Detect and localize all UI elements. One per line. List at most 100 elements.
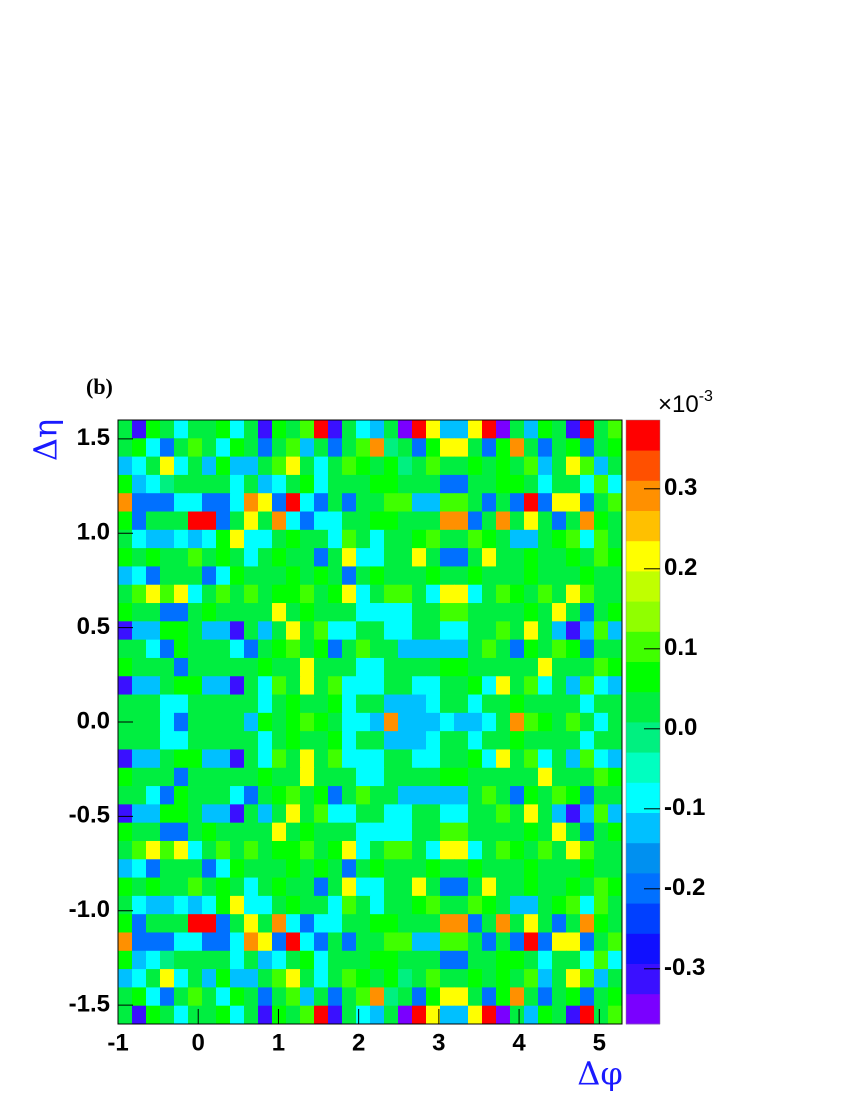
- heatmap-cell: [482, 456, 497, 476]
- heatmap-cell: [146, 657, 161, 677]
- heatmap-cell: [468, 603, 483, 622]
- heatmap-cell: [230, 529, 245, 549]
- heatmap-cell: [118, 420, 133, 439]
- color-level: [626, 540, 660, 572]
- heatmap-cell: [538, 914, 553, 933]
- heatmap-cell: [454, 840, 469, 860]
- heatmap-cell: [552, 657, 567, 677]
- heatmap-cell: [608, 1005, 623, 1025]
- heatmap-cell: [510, 474, 525, 494]
- heatmap-cell: [370, 456, 385, 476]
- heatmap-cell: [188, 987, 203, 1007]
- heatmap-cell: [286, 676, 301, 695]
- heatmap-cell: [468, 639, 483, 659]
- heatmap-cell: [314, 511, 329, 531]
- y-tick-label: -1.5: [69, 990, 110, 1017]
- heatmap-cell: [132, 420, 147, 439]
- heatmap-cell: [188, 566, 203, 586]
- heatmap-cell: [496, 420, 511, 439]
- heatmap-cell: [496, 731, 511, 750]
- heatmap-cell: [496, 676, 511, 695]
- heatmap-cell: [398, 712, 413, 732]
- heatmap-cell: [440, 566, 455, 586]
- heatmap-cell: [300, 969, 315, 988]
- heatmap-cell: [258, 731, 273, 750]
- heatmap-cell: [552, 676, 567, 695]
- heatmap-cell: [384, 731, 399, 750]
- heatmap-cell: [258, 969, 273, 988]
- heatmap-cell: [174, 731, 189, 750]
- heatmap-cell: [552, 786, 567, 805]
- heatmap-cell: [412, 877, 427, 897]
- heatmap-cell: [594, 932, 609, 952]
- heatmap-cell: [230, 914, 245, 933]
- heatmap-cell: [440, 969, 455, 988]
- heatmap-cell: [272, 932, 287, 952]
- heatmap-cell: [426, 420, 441, 439]
- heatmap-cell: [412, 493, 427, 512]
- heatmap-cell: [272, 493, 287, 512]
- heatmap-cell: [342, 840, 357, 860]
- heatmap-cell: [552, 749, 567, 769]
- heatmap-cell: [286, 840, 301, 860]
- heatmap-cell: [454, 950, 469, 970]
- heatmap-cell: [496, 712, 511, 732]
- heatmap-cell: [580, 1005, 595, 1025]
- heatmap-cell: [174, 950, 189, 970]
- heatmap-cell: [538, 493, 553, 512]
- heatmap-cell: [314, 749, 329, 769]
- heatmap-cell: [398, 932, 413, 952]
- heatmap-cell: [608, 840, 623, 860]
- heatmap-cell: [496, 749, 511, 769]
- heatmap-cell: [314, 566, 329, 586]
- heatmap-cell: [202, 804, 217, 824]
- heatmap-cell: [412, 420, 427, 439]
- heatmap-cell: [314, 786, 329, 805]
- heatmap-cell: [328, 822, 343, 842]
- heatmap-cell: [482, 804, 497, 824]
- heatmap-cell: [160, 712, 175, 732]
- heatmap-cell: [216, 657, 231, 677]
- heatmap-cell: [524, 731, 539, 750]
- heatmap-cell: [608, 767, 623, 787]
- heatmap-cell: [314, 657, 329, 677]
- heatmap-cell: [356, 786, 371, 805]
- heatmap-cell: [146, 438, 161, 458]
- heatmap-cell: [118, 694, 133, 714]
- heatmap-cell: [230, 987, 245, 1007]
- heatmap-cell: [538, 529, 553, 549]
- heatmap-cell: [426, 969, 441, 988]
- heatmap-cell: [328, 639, 343, 659]
- heatmap-cell: [524, 932, 539, 952]
- heatmap-cell: [244, 767, 259, 787]
- heatmap-cell: [258, 712, 273, 732]
- heatmap-cell: [342, 987, 357, 1007]
- heatmap-cell: [342, 822, 357, 842]
- heatmap-cell: [328, 566, 343, 586]
- heatmap-cell: [594, 950, 609, 970]
- heatmap-cell: [300, 859, 315, 878]
- heatmap-cell: [258, 676, 273, 695]
- heatmap-cell: [608, 420, 623, 439]
- heatmap-cell: [244, 731, 259, 750]
- x-tick-label: 2: [352, 1029, 365, 1056]
- heatmap-cell: [608, 804, 623, 824]
- heatmap-cell: [552, 621, 567, 641]
- heatmap-cell: [566, 694, 581, 714]
- heatmap-cell: [118, 731, 133, 750]
- heatmap-cell: [608, 529, 623, 549]
- heatmap-cell: [328, 548, 343, 567]
- heatmap-cell: [314, 804, 329, 824]
- heatmap-cell: [412, 969, 427, 988]
- heatmap-cell: [608, 474, 623, 494]
- heatmap-cell: [244, 877, 259, 897]
- heatmap-cell: [230, 969, 245, 988]
- heatmap-cell: [468, 474, 483, 494]
- heatmap-cell: [146, 548, 161, 567]
- heatmap-cell: [552, 438, 567, 458]
- heatmap-cell: [566, 749, 581, 769]
- heatmap-cell: [552, 712, 567, 732]
- heatmap-cell: [188, 603, 203, 622]
- heatmap-cell: [272, 584, 287, 604]
- heatmap-cell: [118, 749, 133, 769]
